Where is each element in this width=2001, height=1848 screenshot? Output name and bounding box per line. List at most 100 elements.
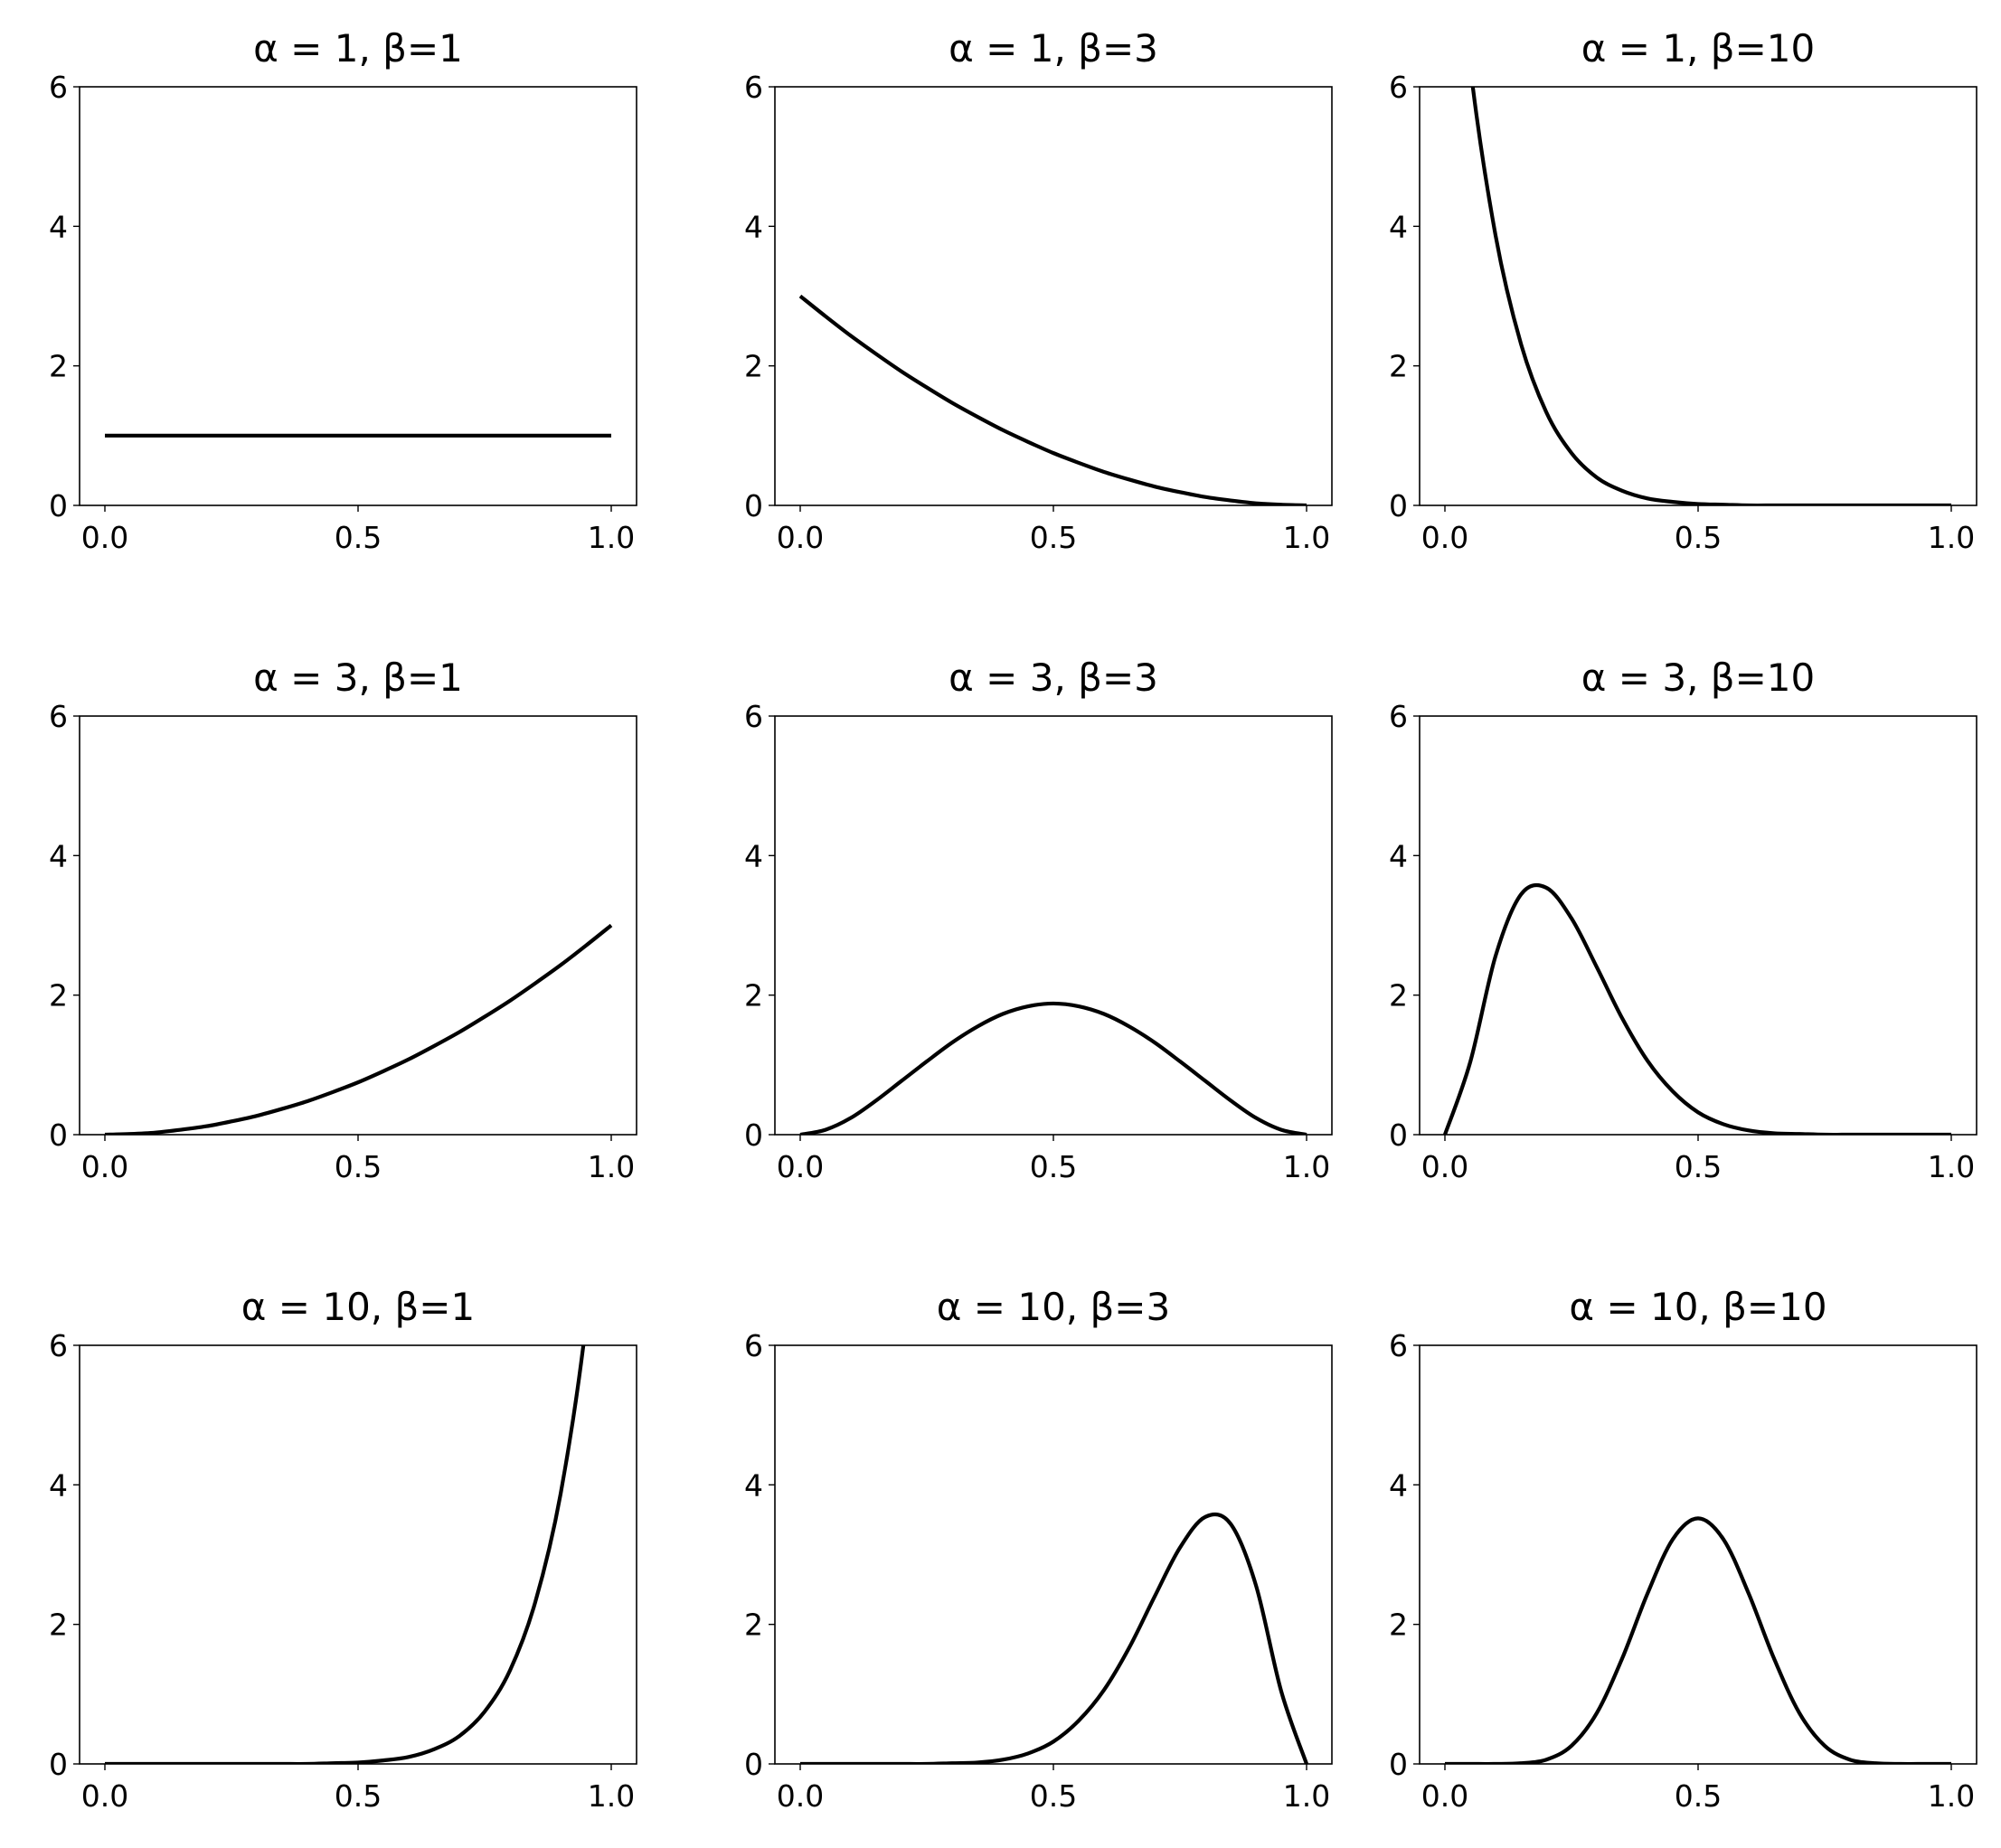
y-tick-label: 6 <box>49 70 68 105</box>
subplot: α = 1, β=3 0 2 4 6 0.0 0.5 1.0 <box>744 26 1333 555</box>
plot-area <box>798 294 1307 505</box>
y-tick-label: 2 <box>1389 978 1408 1014</box>
x-tick-label: 1.0 <box>1928 1778 1975 1814</box>
x-tick-label: 0.5 <box>1030 1149 1077 1184</box>
y-tick-label: 0 <box>1389 1747 1408 1782</box>
x-tick-label: 0.0 <box>1421 520 1468 555</box>
y-tick-label: 2 <box>49 349 68 384</box>
y-tick-label: 6 <box>744 699 763 734</box>
line <box>798 294 1307 505</box>
axes-frame <box>774 1344 1333 1765</box>
subplot-title: α = 3, β=10 <box>1581 655 1815 700</box>
axes-frame <box>774 715 1333 1136</box>
axes-frame <box>1419 715 1977 1136</box>
axes-frame <box>79 715 637 1136</box>
x-tick-label: 1.0 <box>1283 520 1330 555</box>
line <box>1470 87 1951 505</box>
y-tick-label: 2 <box>49 978 68 1014</box>
line <box>1443 882 1951 1135</box>
y-tick-label: 6 <box>744 1328 763 1363</box>
line <box>800 1512 1308 1764</box>
x-tick-label: 1.0 <box>588 1149 635 1184</box>
x-tick-label: 0.5 <box>335 520 382 555</box>
y-tick-label: 6 <box>1389 699 1408 734</box>
y-tick-label: 4 <box>49 838 68 873</box>
x-tick-label: 0.0 <box>777 520 824 555</box>
y-tick-label: 2 <box>49 1608 68 1643</box>
y-tick-label: 6 <box>744 70 763 105</box>
subplot: α = 3, β=1 0 2 4 6 0.0 0.5 1.0 <box>49 655 637 1184</box>
y-tick-label: 0 <box>49 1117 68 1153</box>
plot-area <box>104 923 613 1135</box>
axes-frame <box>1419 1344 1977 1765</box>
subplot: α = 3, β=3 0 2 4 6 0.0 0.5 1.0 <box>744 655 1333 1184</box>
y-tick-label: 0 <box>744 1117 763 1153</box>
x-tick-label: 0.0 <box>81 520 128 555</box>
x-tick-label: 0.0 <box>777 1149 824 1184</box>
plot-area <box>1470 87 1951 505</box>
x-tick-label: 0.5 <box>1675 1149 1722 1184</box>
y-tick-label: 2 <box>744 349 763 384</box>
line <box>104 923 613 1135</box>
x-tick-label: 0.0 <box>81 1778 128 1814</box>
subplot-title: α = 1, β=1 <box>253 26 463 71</box>
plot-area <box>105 1345 586 1764</box>
x-tick-label: 1.0 <box>1928 520 1975 555</box>
y-tick-label: 4 <box>49 209 68 244</box>
axes-frame <box>79 86 637 506</box>
x-tick-label: 0.5 <box>335 1149 382 1184</box>
subplot-title: α = 3, β=3 <box>949 655 1158 700</box>
subplot-title: α = 10, β=1 <box>241 1285 475 1329</box>
axes-frame <box>1419 86 1977 506</box>
y-tick-label: 6 <box>49 1328 68 1363</box>
x-tick-label: 1.0 <box>1283 1778 1330 1814</box>
axes-frame <box>774 86 1333 506</box>
plot-area <box>799 1001 1307 1135</box>
y-tick-label: 2 <box>744 1608 763 1643</box>
x-tick-label: 1.0 <box>1283 1149 1330 1184</box>
subplot-title: α = 10, β=10 <box>1569 1285 1826 1329</box>
subplot-title: α = 3, β=1 <box>253 655 463 700</box>
axes-frame <box>79 1344 637 1765</box>
subplot-title: α = 10, β=3 <box>937 1285 1170 1329</box>
y-tick-label: 4 <box>1389 838 1408 873</box>
y-tick-label: 4 <box>744 1467 763 1503</box>
x-tick-label: 0.5 <box>1030 1778 1077 1814</box>
x-tick-label: 1.0 <box>588 1778 635 1814</box>
y-tick-label: 0 <box>744 1747 763 1782</box>
subplot: α = 10, β=3 0 2 4 6 0.0 0.5 1.0 <box>744 1285 1333 1814</box>
y-tick-label: 4 <box>49 1467 68 1503</box>
y-tick-label: 6 <box>1389 1328 1408 1363</box>
y-tick-label: 0 <box>49 1747 68 1782</box>
y-tick-label: 0 <box>49 488 68 523</box>
x-tick-label: 1.0 <box>588 520 635 555</box>
y-tick-label: 4 <box>1389 1467 1408 1503</box>
y-tick-label: 4 <box>1389 209 1408 244</box>
plot-area <box>800 1512 1308 1764</box>
plot-area <box>1445 1516 1951 1764</box>
y-tick-label: 0 <box>1389 1117 1408 1153</box>
x-tick-label: 0.5 <box>1030 520 1077 555</box>
line <box>105 1345 586 1764</box>
x-tick-label: 0.0 <box>1421 1778 1468 1814</box>
x-tick-label: 0.0 <box>1421 1149 1468 1184</box>
y-tick-label: 4 <box>744 838 763 873</box>
x-tick-label: 0.5 <box>1675 1778 1722 1814</box>
x-tick-label: 1.0 <box>1928 1149 1975 1184</box>
subplot: α = 3, β=10 0 2 4 6 0.0 0.5 1.0 <box>1389 655 1977 1184</box>
y-tick-label: 2 <box>744 978 763 1014</box>
x-tick-label: 0.0 <box>81 1149 128 1184</box>
y-tick-label: 2 <box>1389 349 1408 384</box>
subplot-title: α = 1, β=3 <box>949 26 1158 71</box>
subplot: α = 1, β=1 0 2 4 6 0.0 0.5 1.0 <box>49 26 637 555</box>
line <box>1445 1516 1951 1764</box>
x-tick-label: 0.5 <box>335 1778 382 1814</box>
y-tick-label: 0 <box>1389 488 1408 523</box>
y-tick-label: 0 <box>744 488 763 523</box>
subplot: α = 1, β=10 0 2 4 6 0.0 0.5 1.0 <box>1389 26 1977 555</box>
y-tick-label: 6 <box>1389 70 1408 105</box>
plot-area <box>1443 882 1951 1135</box>
subplot-title: α = 1, β=10 <box>1581 26 1815 71</box>
x-tick-label: 0.0 <box>777 1778 824 1814</box>
